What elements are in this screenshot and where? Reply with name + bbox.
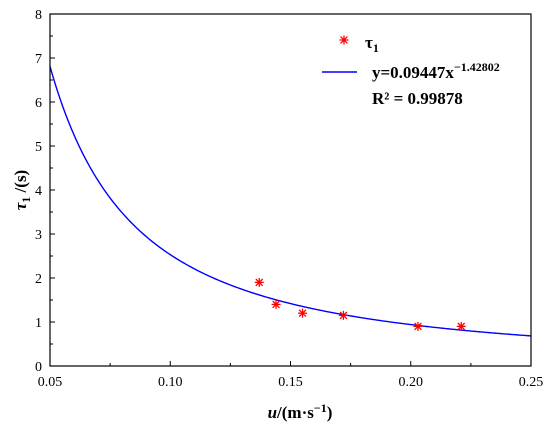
fit-curve [49, 66, 532, 337]
data-point [338, 310, 348, 320]
y-axis-title: τ1 /(s) [11, 170, 33, 210]
legend-fit-formula: y=0.09447x−1.42802 [372, 60, 500, 82]
legend-fit-exponent: −1.42802 [454, 60, 500, 74]
legend: τ1 y=0.09447x−1.42802 R² = 0.99878 [322, 33, 500, 108]
x-tick-label: 0.25 [519, 375, 544, 390]
x-axis: 0.05 0.10 0.15 0.20 0.25 [38, 361, 544, 390]
legend-scatter-label: τ1 [365, 33, 379, 55]
y-tick-label: 6 [35, 96, 42, 111]
legend-r-squared: R² = 0.99878 [372, 89, 463, 108]
x-axis-title-close: ) [327, 403, 333, 422]
legend-asterisk-icon [339, 35, 349, 45]
legend-scatter-sub: 1 [373, 41, 379, 55]
x-axis-title: u/(m·s−1) [268, 401, 333, 422]
data-point [254, 277, 264, 287]
y-axis: 0 1 2 3 4 5 6 7 8 [35, 8, 55, 375]
y-tick-label: 2 [35, 272, 42, 287]
x-axis-title-unit: /(m·s [276, 403, 314, 422]
plot-area [49, 66, 532, 337]
x-tick-label: 0.20 [399, 375, 424, 390]
data-point [298, 308, 308, 318]
legend-scatter-name: τ [365, 33, 373, 52]
x-axis-title-var: u [268, 403, 277, 422]
data-point [413, 321, 423, 331]
legend-fit-formula-base: y=0.09447x [372, 63, 454, 82]
data-point [456, 321, 466, 331]
y-tick-label: 8 [35, 8, 42, 23]
y-tick-label: 3 [35, 228, 42, 243]
y-tick-label: 0 [35, 360, 42, 375]
scatter-points [254, 277, 466, 331]
x-tick-label: 0.10 [158, 375, 183, 390]
data-point [271, 299, 281, 309]
y-axis-title-var: τ [11, 202, 30, 210]
y-tick-label: 1 [35, 316, 42, 331]
x-tick-label: 0.05 [38, 375, 63, 390]
x-axis-title-exp: −1 [314, 401, 327, 415]
y-axis-title-unit: /(s) [11, 170, 30, 197]
legend-scatter-marker [339, 35, 349, 45]
y-tick-label: 7 [35, 52, 42, 67]
y-tick-label: 4 [35, 184, 42, 199]
x-tick-label: 0.15 [278, 375, 303, 390]
y-axis-title-sub: 1 [19, 197, 33, 203]
y-tick-label: 5 [35, 140, 42, 155]
